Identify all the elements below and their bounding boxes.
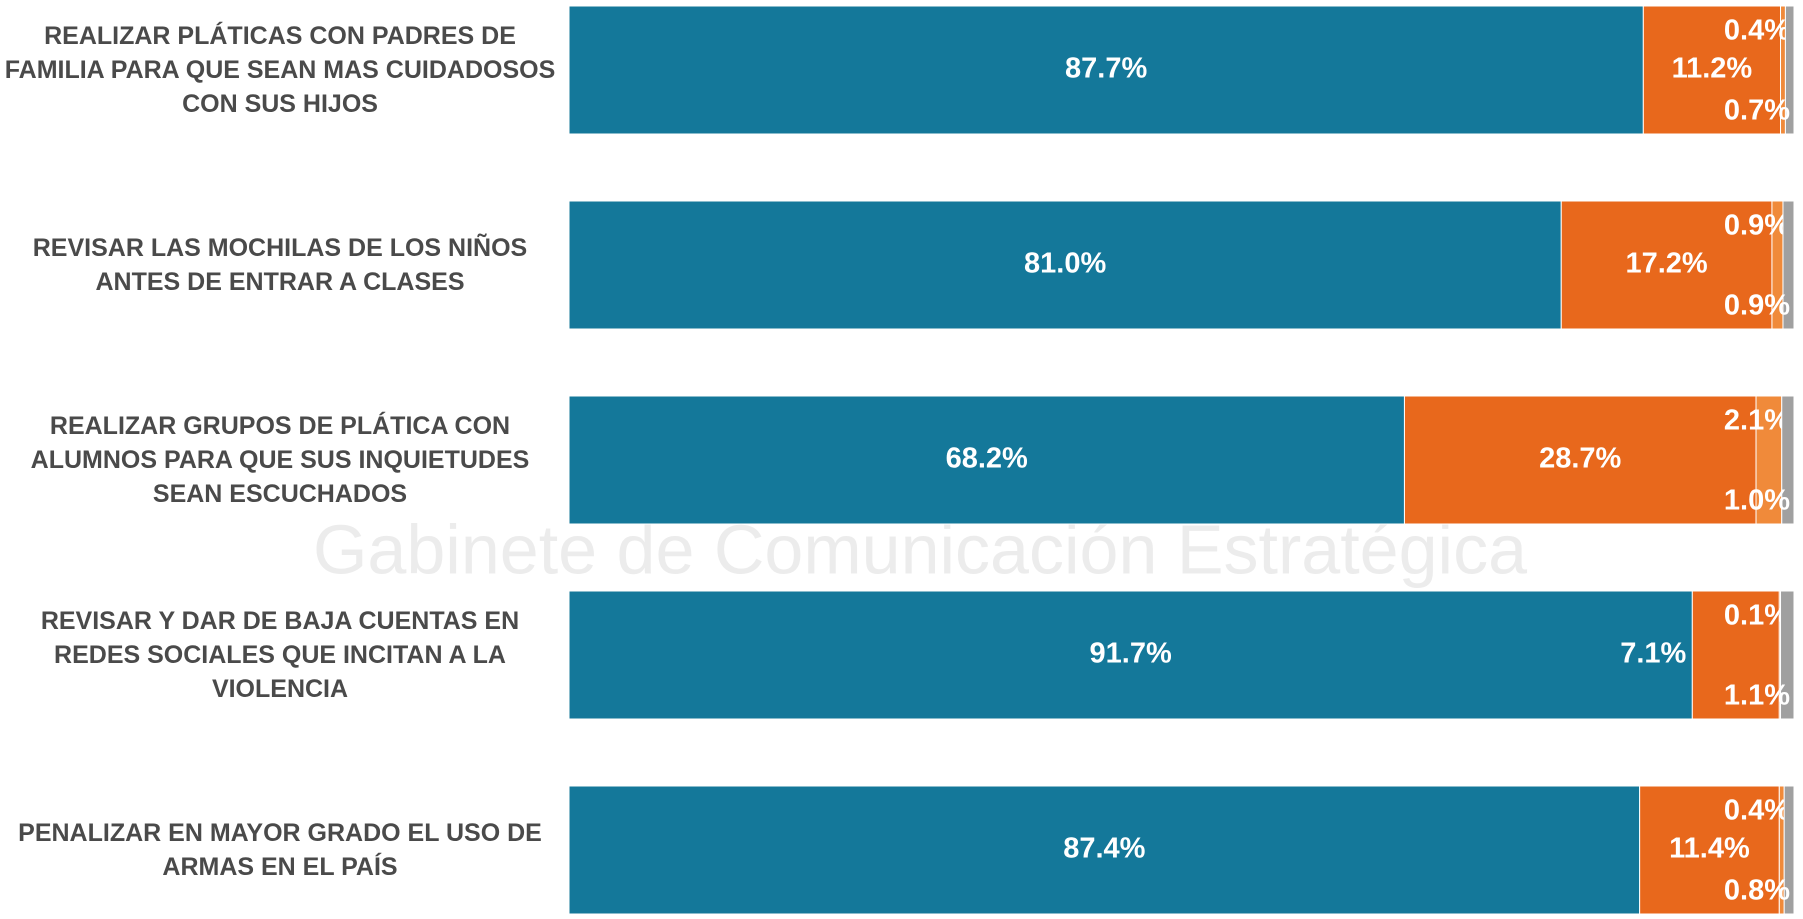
- value-label: 7.1%: [1620, 638, 1686, 670]
- value-label: 0.9%: [1724, 290, 1790, 322]
- bar-segment: [568, 785, 1641, 915]
- value-label: 28.7%: [1539, 443, 1621, 475]
- value-label: 1.0%: [1724, 485, 1790, 517]
- value-label: 0.4%: [1724, 15, 1790, 47]
- value-label: 2.1%: [1724, 405, 1790, 437]
- bar-segment: [568, 590, 1693, 720]
- value-label: 0.8%: [1724, 875, 1790, 907]
- bar-segment: [1782, 200, 1795, 330]
- value-label: 68.2%: [946, 443, 1028, 475]
- bar-segment: [1755, 395, 1783, 525]
- value-label: 0.4%: [1724, 795, 1790, 827]
- value-label: 81.0%: [1024, 248, 1106, 280]
- bar-segment: [1780, 590, 1795, 720]
- value-label: 0.7%: [1724, 95, 1790, 127]
- value-label: 87.4%: [1063, 833, 1145, 865]
- value-label: 0.1%: [1724, 600, 1790, 632]
- category-label: REALIZAR PLÁTICAS CON PADRES DE FAMILIA …: [4, 22, 556, 118]
- bar-segment: [568, 395, 1405, 525]
- value-label: 87.7%: [1065, 53, 1147, 85]
- category-label: PENALIZAR EN MAYOR GRADO EL USO DE ARMAS…: [18, 819, 542, 881]
- value-label: 0.9%: [1724, 210, 1790, 242]
- category-label: REVISAR Y DAR DE BAJA CUENTAS EN REDES S…: [40, 607, 520, 703]
- value-label: 1.1%: [1724, 680, 1790, 712]
- category-label: REALIZAR GRUPOS DE PLÁTICA CON ALUMNOS P…: [30, 412, 530, 508]
- bar-segment: [1691, 590, 1780, 720]
- value-label: 17.2%: [1625, 248, 1707, 280]
- bar-segment: [1403, 395, 1757, 525]
- bar-segment: [1639, 785, 1780, 915]
- value-label: 91.7%: [1090, 638, 1172, 670]
- value-label: 11.4%: [1669, 833, 1750, 865]
- bar-segment: [1781, 395, 1795, 525]
- category-label: REVISAR LAS MOCHILAS DE LOS NIÑOS ANTES …: [32, 234, 528, 296]
- bar-segment: [1784, 5, 1795, 135]
- bar-segment: [1783, 785, 1795, 915]
- bar-segment: [568, 200, 1562, 330]
- bar-segment: [568, 5, 1644, 135]
- value-label: 11.2%: [1672, 53, 1753, 85]
